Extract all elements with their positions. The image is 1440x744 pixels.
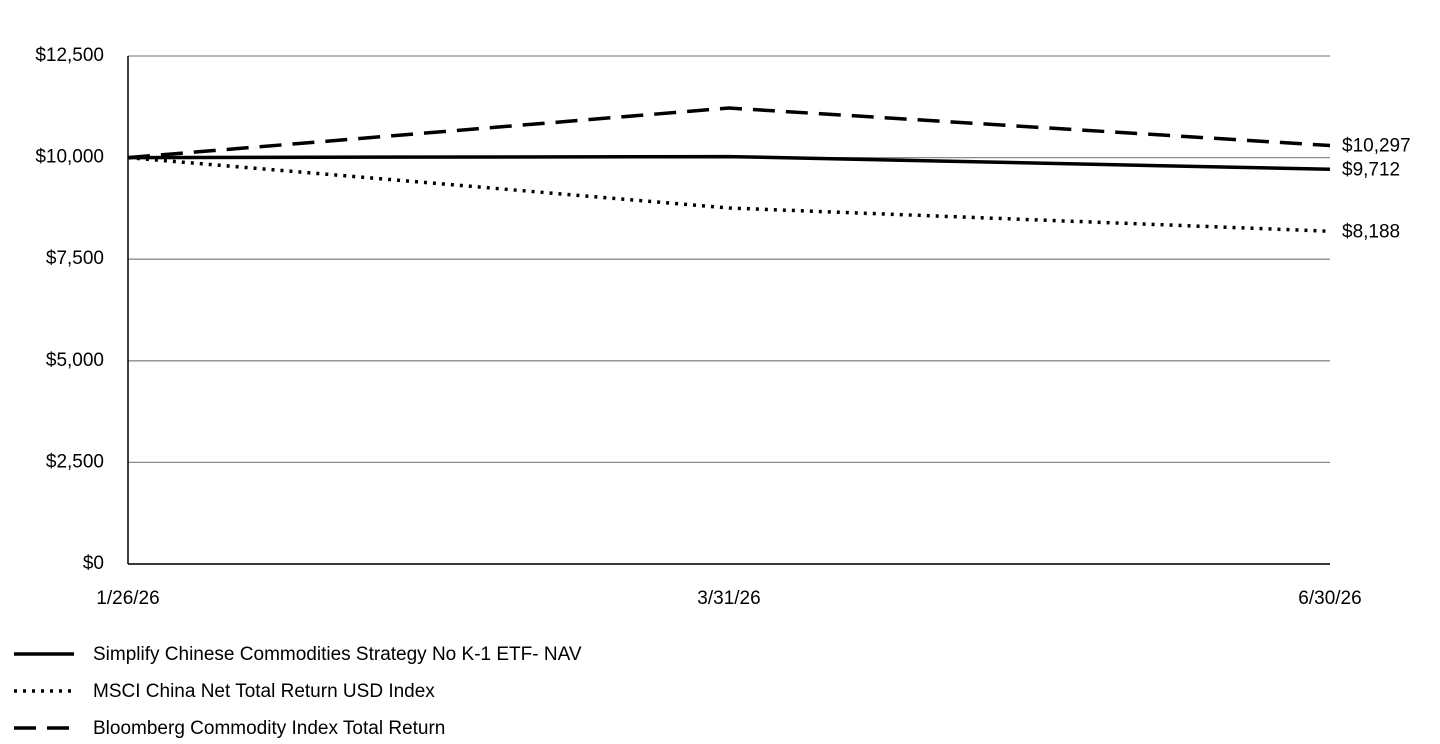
legend-label: Simplify Chinese Commodities Strategy No… (93, 644, 582, 665)
data-label: $9,712 (1342, 160, 1400, 181)
y-tick-label: $5,000 (46, 350, 104, 371)
series-line (127, 155, 1331, 233)
data-label: $8,188 (1342, 221, 1400, 242)
legend-label: MSCI China Net Total Return USD Index (93, 681, 435, 702)
y-tick-label: $7,500 (46, 248, 104, 269)
legend-label: Bloomberg Commodity Index Total Return (93, 718, 445, 739)
series-line (127, 106, 1331, 160)
y-tick-label: $10,000 (35, 147, 104, 168)
y-tick-label: $12,500 (35, 45, 104, 66)
series-line (127, 154, 1331, 172)
y-tick-label: $2,500 (46, 451, 104, 472)
data-label: $10,297 (1342, 136, 1411, 157)
y-tick-label: $0 (83, 553, 104, 574)
x-tick-label: 1/26/26 (96, 588, 159, 609)
x-tick-label: 6/30/26 (1298, 588, 1361, 609)
x-tick-label: 3/31/26 (697, 588, 760, 609)
